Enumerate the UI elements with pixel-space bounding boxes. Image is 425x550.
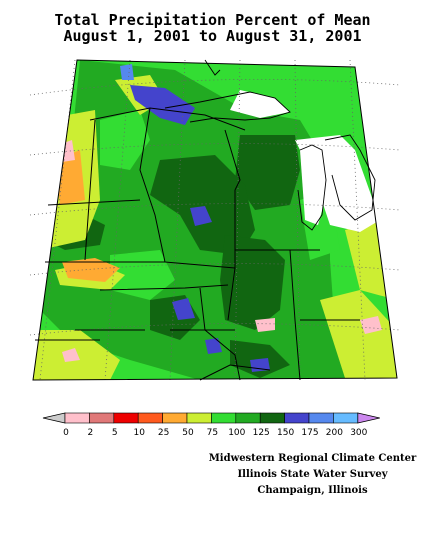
legend-swatch-5	[113, 412, 139, 424]
legend-label-5: 5	[112, 428, 118, 438]
legend-label-50: 50	[182, 428, 194, 438]
legend-label-200: 200	[326, 428, 343, 438]
map-title-line2: August 1, 2001 to August 31, 2001	[63, 27, 362, 45]
area-150-175-north	[130, 85, 195, 125]
legend-label-125: 125	[253, 428, 270, 438]
legend-swatch-100	[235, 412, 261, 424]
credit-center: Midwestern Regional Climate Center	[208, 453, 417, 464]
patch-75-100-nw	[100, 110, 150, 170]
area-150-175-south	[172, 298, 195, 320]
legend-label-175: 175	[301, 428, 318, 438]
patch-125-150-north	[235, 135, 300, 210]
legend-swatch-0	[64, 412, 90, 424]
legend-swatch-10	[137, 412, 163, 424]
boundaries	[32, 59, 398, 381]
area-0-2-se	[360, 316, 382, 334]
legend-label-10: 10	[133, 428, 145, 438]
legend-swatch-2	[89, 412, 115, 424]
legend-above-arrow	[357, 412, 380, 424]
patch-125-150-east	[220, 235, 285, 330]
area-150-175-south2	[205, 338, 222, 354]
legend-swatch-25	[162, 412, 188, 424]
legend-label-100: 100	[228, 428, 245, 438]
legend-swatch-175	[308, 412, 334, 424]
lake-superior	[230, 90, 290, 118]
legend-swatch-125	[259, 412, 285, 424]
map-title-line1: Total Precipitation Percent of Mean	[54, 11, 371, 29]
legend-swatch-150	[284, 412, 310, 424]
legend-label-25: 25	[158, 428, 169, 438]
area-50-75-se	[320, 290, 397, 378]
legend-label-150: 150	[277, 428, 294, 438]
area-0-2-sw	[62, 348, 80, 362]
legend-label-300: 300	[350, 428, 367, 438]
legend-below-arrow	[42, 412, 66, 424]
area-175-200-north	[120, 64, 134, 80]
legend-swatch-50	[186, 412, 212, 424]
legend-swatch-200	[333, 412, 359, 424]
credit-survey: Illinois State Water Survey	[237, 469, 388, 480]
lake-outlines	[164, 59, 376, 231]
area-25-50-plains	[62, 258, 120, 282]
area-150-175-central	[190, 206, 212, 226]
legend-swatch-75	[211, 412, 237, 424]
legend-label-2: 2	[88, 428, 94, 438]
patch-125-150-central	[150, 155, 255, 255]
color-legend: 0 2 5 10 25 50 75 100 125 150 175 200 300	[42, 412, 380, 438]
legend-label-75: 75	[207, 428, 218, 438]
lake-michigan	[300, 150, 325, 225]
legend-label-0: 0	[63, 428, 69, 438]
area-0-2-east	[255, 318, 275, 332]
credit-location: Champaign, Illinois	[257, 485, 368, 496]
